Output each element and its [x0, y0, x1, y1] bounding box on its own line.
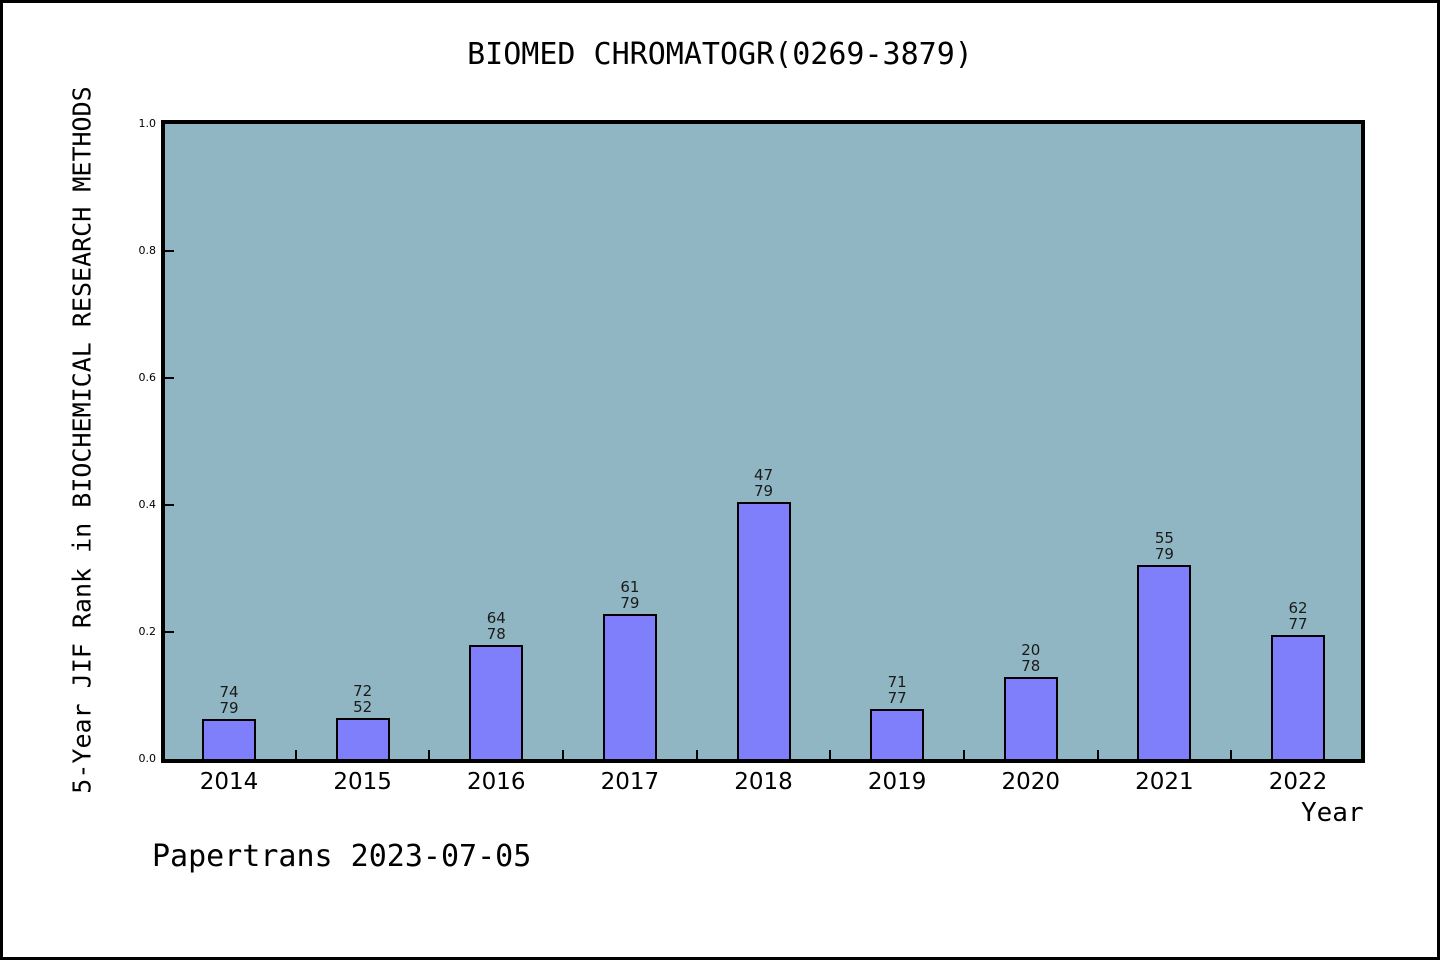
bar-value-numerator: 74	[219, 683, 239, 701]
bar-value-numerator: 47	[753, 466, 774, 484]
x-tick-label: 2022	[1268, 769, 1328, 795]
bar-value-label: 72 52	[323, 683, 403, 715]
bar-value-numerator: 61	[620, 578, 640, 596]
x-tick-label: 2016	[466, 769, 526, 795]
x-minor-tick	[695, 750, 698, 759]
y-axis-label: 5-Year JIF Rank in BIOCHEMICAL RESEARCH …	[67, 86, 97, 794]
y-tick-label: 0.6	[138, 371, 157, 384]
bar-value-denominator: 79	[219, 699, 239, 717]
x-minor-tick	[428, 750, 431, 759]
bar-value-denominator: 78	[1021, 657, 1041, 675]
bar	[736, 502, 791, 759]
x-tick-label: 2019	[867, 769, 927, 795]
x-minor-tick	[829, 750, 832, 759]
footer-note: Papertrans 2023-07-05	[152, 839, 532, 874]
x-minor-tick	[1096, 750, 1099, 759]
bar-value-numerator: 64	[486, 609, 506, 627]
y-major-tick	[165, 377, 174, 379]
bar-value-label: 47 79	[724, 467, 804, 499]
bar	[1003, 677, 1058, 759]
y-tick-label: 1.0	[138, 117, 157, 130]
bar	[1271, 635, 1325, 759]
bar	[202, 719, 256, 759]
x-minor-tick	[962, 750, 965, 759]
chart-title: BIOMED CHROMATOGR(0269-3879)	[467, 37, 973, 72]
x-tick-label: 2020	[1001, 769, 1061, 795]
bar-value-numerator: 20	[1021, 641, 1041, 659]
y-major-tick	[165, 504, 174, 506]
x-minor-tick	[1230, 750, 1233, 759]
bar-value-numerator: 71	[887, 673, 907, 691]
y-major-tick	[165, 631, 174, 633]
bar	[602, 614, 657, 759]
bar-value-label: 64 78	[456, 610, 536, 642]
x-tick-label: 2018	[734, 769, 793, 795]
x-tick-label: 2014	[199, 769, 259, 795]
bar-value-denominator: 78	[486, 625, 506, 643]
bar-value-denominator: 79	[753, 482, 774, 500]
bar	[335, 718, 390, 759]
plot-area: 74 79 72 52 64 78 61 79 47 79 71 77 20 78 55 79 62 77	[161, 120, 1365, 763]
bar-value-denominator: 77	[1288, 615, 1308, 633]
bar-value-denominator: 79	[620, 594, 640, 612]
bar	[469, 645, 524, 759]
x-tick-label: 2017	[600, 769, 660, 795]
bar	[1137, 565, 1192, 759]
bar-value-label: 61 79	[590, 579, 670, 611]
bar-value-label: 20 78	[991, 642, 1071, 674]
bar-value-numerator: 55	[1154, 529, 1174, 547]
bar-value-label: 55 79	[1124, 530, 1204, 562]
y-tick-label: 0.4	[138, 498, 157, 511]
bar-value-numerator: 62	[1288, 599, 1308, 617]
bar-value-denominator: 77	[887, 689, 907, 707]
bar-value-label: 62 77	[1258, 600, 1338, 632]
bar-value-denominator: 79	[1154, 545, 1174, 563]
bar-value-label: 74 79	[189, 684, 269, 716]
y-tick-label: 0.8	[138, 244, 157, 257]
y-tick-label: 0.0	[138, 752, 157, 765]
y-tick-label: 0.2	[138, 625, 157, 638]
x-minor-tick	[294, 750, 297, 759]
x-tick-label: 2021	[1135, 769, 1194, 795]
x-minor-tick	[562, 750, 565, 759]
bar-value-numerator: 72	[353, 682, 373, 700]
bar-value-denominator: 52	[353, 698, 373, 716]
bar-value-label: 71 77	[857, 674, 937, 706]
y-major-tick	[165, 250, 174, 252]
bar	[870, 709, 925, 759]
x-axis-label: Year	[1301, 798, 1364, 828]
x-tick-label: 2015	[333, 769, 392, 795]
